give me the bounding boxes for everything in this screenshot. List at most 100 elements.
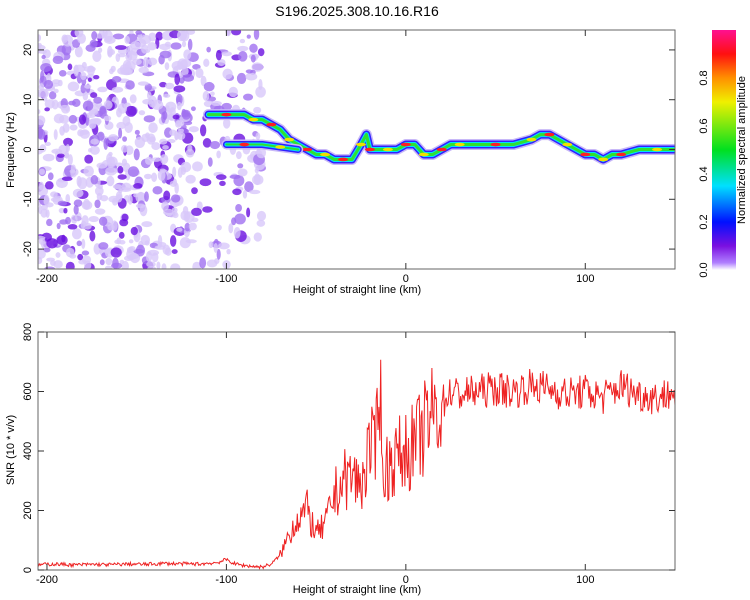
noise-blob — [111, 220, 118, 231]
noise-blob — [128, 253, 140, 260]
noise-blob — [246, 207, 251, 218]
noise-blob — [249, 189, 261, 195]
noise-blob — [216, 150, 221, 159]
noise-blob — [134, 129, 140, 135]
noise-blob — [146, 261, 156, 268]
ridge-peak — [598, 157, 609, 162]
noise-blob — [237, 50, 248, 62]
noise-blob — [182, 74, 195, 82]
noise-blob — [171, 207, 178, 213]
x-tick-label: -100 — [215, 574, 237, 586]
noise-blob — [140, 234, 151, 246]
noise-blob — [255, 86, 266, 98]
noise-blob — [117, 166, 124, 174]
colorbar-tick-label: 0.6 — [698, 118, 710, 133]
noise-blob — [82, 92, 89, 101]
noise-blob — [107, 156, 118, 167]
noise-blob — [137, 81, 149, 86]
noise-blob — [57, 200, 68, 206]
noise-blob — [253, 106, 262, 114]
noise-blob — [115, 53, 121, 62]
noise-blob — [203, 58, 210, 67]
noise-blob — [119, 259, 125, 265]
noise-blob — [243, 93, 254, 101]
noise-blob — [83, 165, 94, 177]
noise-blob — [42, 153, 55, 162]
noise-blob — [133, 193, 139, 198]
chart-title: S196.2025.308.10.16.R16 — [275, 3, 439, 19]
noise-blob — [110, 247, 122, 258]
noise-blob — [74, 30, 84, 38]
noise-blob — [219, 180, 226, 186]
y-tick-label: 800 — [22, 323, 34, 341]
ridge-peak — [616, 152, 627, 157]
noise-blob — [103, 36, 116, 44]
ridge-peak — [436, 147, 447, 152]
x-tick-label: 0 — [403, 273, 409, 285]
noise-blob — [222, 68, 233, 80]
noise-blob — [216, 248, 221, 260]
noise-blob — [76, 175, 82, 187]
noise-blob — [164, 62, 170, 71]
noise-blob — [99, 105, 107, 115]
noise-blob — [125, 105, 137, 117]
noise-blob — [148, 122, 158, 134]
noise-blob — [245, 72, 258, 81]
noise-blob — [132, 58, 142, 66]
noise-blob — [122, 136, 128, 142]
noise-blob — [128, 245, 136, 252]
y-tick-label: 600 — [22, 382, 34, 400]
ridge-peak — [248, 117, 259, 122]
y-tick-label: 10 — [22, 94, 34, 106]
noise-blob — [65, 261, 75, 269]
noise-blob — [178, 128, 184, 133]
noise-blob — [253, 173, 261, 186]
noise-blob — [81, 200, 93, 210]
y-tick-label: 400 — [22, 442, 34, 460]
noise-blob — [143, 56, 149, 69]
noise-blob — [199, 124, 207, 137]
ridge-peak — [544, 132, 555, 137]
noise-blob — [87, 77, 92, 82]
noise-blob — [191, 187, 198, 195]
noise-blob — [215, 174, 227, 180]
noise-blob — [46, 218, 53, 227]
noise-blob — [202, 90, 210, 101]
noise-blob — [258, 79, 263, 90]
noise-blob — [170, 263, 181, 269]
noise-blob — [231, 30, 242, 36]
noise-blob — [126, 50, 138, 61]
noise-blob — [125, 80, 135, 90]
noise-blob — [237, 163, 244, 169]
noise-blob — [63, 207, 68, 214]
noise-blob — [254, 167, 260, 174]
noise-blob — [88, 118, 97, 129]
noise-blob — [43, 247, 51, 253]
noise-blob — [188, 126, 199, 133]
noise-blob — [171, 249, 178, 254]
noise-blob — [80, 71, 87, 81]
noise-blob — [56, 235, 68, 246]
noise-blob — [116, 194, 123, 199]
noise-blob — [235, 151, 242, 160]
noise-blob — [139, 34, 152, 45]
noise-blob — [38, 126, 44, 139]
noise-blob — [121, 144, 129, 153]
noise-blob — [228, 86, 238, 98]
noise-blob — [58, 70, 67, 77]
noise-blob — [56, 153, 65, 158]
noise-blob — [133, 148, 140, 161]
ridge-peak — [284, 137, 295, 142]
noise-blob — [38, 83, 45, 91]
noise-blob — [48, 91, 57, 100]
noise-blob — [56, 222, 61, 230]
noise-blob — [209, 140, 221, 150]
colorbar-tick-label: 0.2 — [698, 214, 710, 229]
colorbar — [712, 30, 736, 270]
noise-blob — [68, 114, 78, 124]
noise-blob — [38, 235, 46, 241]
noise-blob — [249, 43, 258, 53]
noise-blob — [49, 260, 56, 266]
noise-blob — [215, 50, 222, 61]
